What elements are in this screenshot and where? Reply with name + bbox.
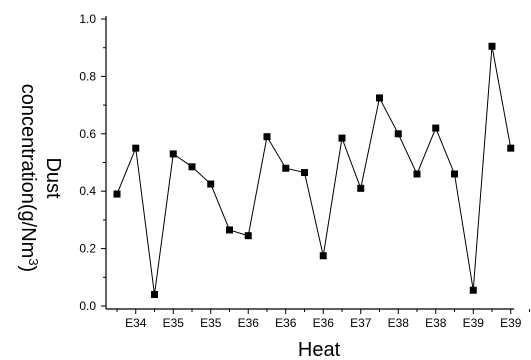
- x-tick-label: E36: [275, 316, 297, 330]
- x-tick-label: E36: [238, 316, 260, 330]
- data-point: [319, 252, 327, 260]
- data-point: [244, 232, 252, 240]
- y-axis-title-main: concentration(g/Nm: [17, 84, 39, 259]
- x-tick-label: E38: [388, 316, 410, 330]
- data-point: [282, 164, 290, 172]
- data-point: [301, 169, 308, 177]
- data-point: [488, 42, 496, 50]
- y-axis-title-superscript: 3: [27, 258, 42, 265]
- data-point: [169, 150, 177, 158]
- x-axis-title: Heat: [298, 339, 341, 360]
- series-line-group: [116, 46, 512, 295]
- data-point: [376, 94, 383, 102]
- y-axis-title: Dust concentration(g/Nm3): [17, 84, 64, 272]
- data-point: [432, 124, 440, 132]
- data-point: [413, 170, 421, 178]
- y-tick-label: 0.2: [79, 242, 96, 256]
- data-point: [451, 170, 458, 178]
- data-point: [263, 133, 271, 141]
- y-axis-title-close: ): [17, 266, 39, 273]
- x-tick-label: E38: [425, 316, 447, 330]
- y-axis-title-line1: Dust: [42, 157, 64, 199]
- x-tick-label: E35: [200, 316, 222, 330]
- y-tick-label: 1.0: [79, 12, 96, 26]
- x-tick-label: E34: [125, 316, 147, 330]
- x-tick-label: E37: [350, 316, 372, 330]
- data-point: [188, 163, 196, 171]
- y-axis-ticks: 0.0 0.2 0.4 0.6 0.8 1.0: [79, 12, 106, 313]
- series-points-group: [113, 42, 515, 299]
- y-tick-label: 0.6: [79, 127, 96, 141]
- data-point: [507, 144, 515, 152]
- x-tick-label: E39: [500, 316, 522, 330]
- x-axis-ticks: E34 E35 E35 E36 E36 E36 E37 E38 E38 E39 E39: [116, 309, 530, 330]
- x-tick-label: E39: [463, 316, 485, 330]
- y-tick-label: 0.0: [79, 299, 96, 313]
- x-tick-label: E36: [313, 316, 335, 330]
- x-tick-label: E35: [163, 316, 185, 330]
- data-point: [357, 184, 365, 192]
- y-axis-title-line2: concentration(g/Nm3): [17, 84, 42, 272]
- series-line: [116, 46, 512, 295]
- y-tick-label: 0.4: [79, 184, 96, 198]
- data-point: [226, 226, 233, 234]
- data-point: [113, 190, 121, 198]
- data-point: [394, 130, 402, 138]
- data-point: [338, 134, 346, 142]
- data-point: [469, 286, 477, 294]
- data-point: [151, 291, 158, 299]
- y-tick-label: 0.8: [79, 69, 96, 83]
- data-point: [132, 144, 140, 152]
- data-point: [207, 180, 215, 188]
